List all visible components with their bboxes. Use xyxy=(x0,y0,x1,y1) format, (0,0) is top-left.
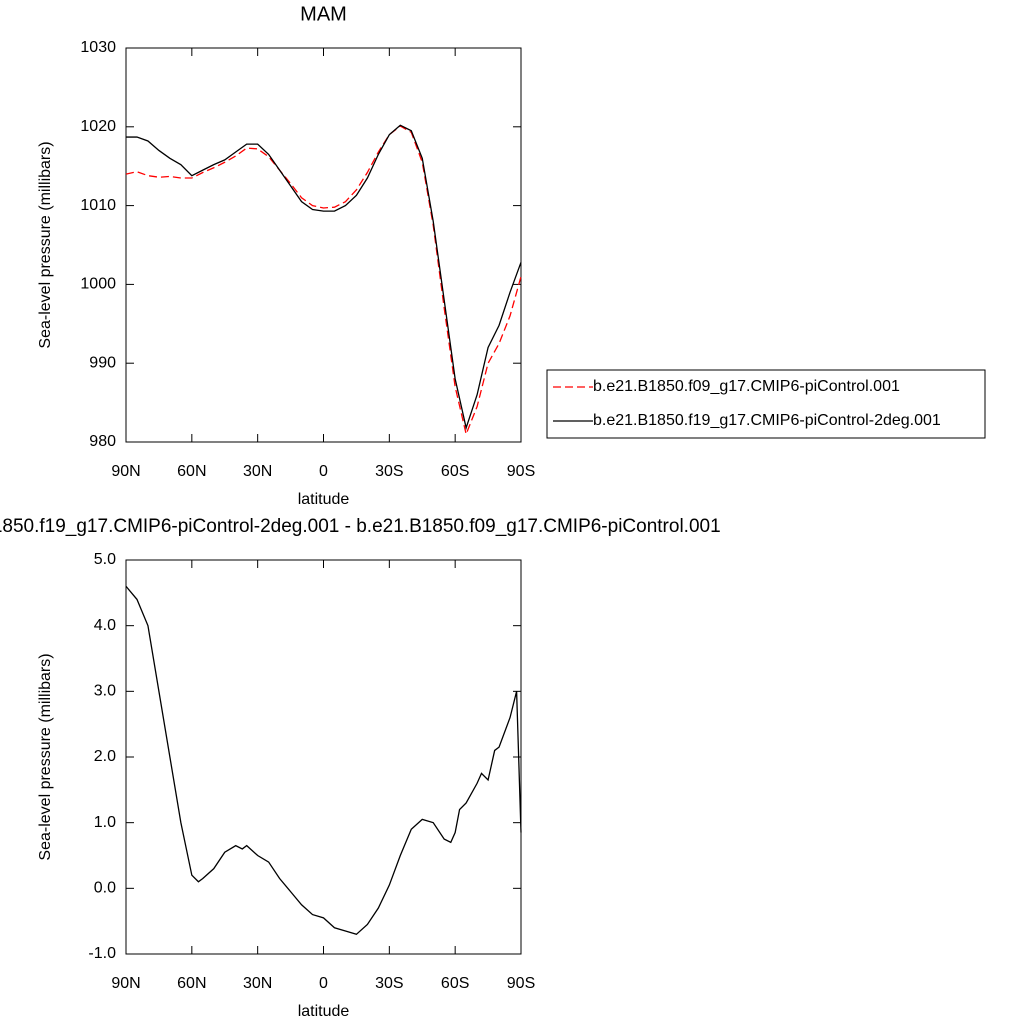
x-tick-label: 90S xyxy=(507,463,535,480)
x-tick-label: 60S xyxy=(441,463,469,480)
y-tick-label: 5.0 xyxy=(94,551,116,568)
y-tick-label: 1020 xyxy=(80,118,116,135)
data-line xyxy=(125,585,522,936)
chart-title: MAM xyxy=(300,3,347,25)
x-tick-label: 60N xyxy=(177,975,206,992)
y-tick-label: 3.0 xyxy=(94,683,116,700)
x-tick-label: 90N xyxy=(111,463,140,480)
x-tick-label: 30N xyxy=(243,975,272,992)
legend-label: b.e21.B1850.f09_g17.CMIP6-piControl.001 xyxy=(593,378,900,395)
data-line xyxy=(126,124,522,431)
x-tick-label: 30S xyxy=(375,463,403,480)
x-axis-label: latitude xyxy=(298,491,350,508)
y-tick-label: 4.0 xyxy=(94,617,116,634)
x-tick-label: 60S xyxy=(441,975,469,992)
y-axis-label: Sea-level pressure (millibars) xyxy=(37,653,54,860)
y-tick-label: 1010 xyxy=(80,197,116,214)
y-tick-label: -1.0 xyxy=(88,945,116,962)
y-tick-label: 0.0 xyxy=(94,880,116,897)
x-axis-label: latitude xyxy=(298,1003,350,1020)
y-tick-label: 1030 xyxy=(80,39,116,56)
x-tick-label: 30S xyxy=(375,975,403,992)
plot-frame xyxy=(125,559,522,955)
x-tick-label: 90N xyxy=(111,975,140,992)
y-tick-label: 1000 xyxy=(80,276,116,293)
x-tick-label: 0 xyxy=(319,975,328,992)
y-axis-label: Sea-level pressure (millibars) xyxy=(37,141,54,348)
data-line xyxy=(125,125,522,437)
legend-label: b.e21.B1850.f19_g17.CMIP6-piControl-2deg… xyxy=(593,412,941,429)
x-tick-label: 90S xyxy=(507,975,535,992)
chart-title: b.e21.B1850.f19_g17.CMIP6-piControl-2deg… xyxy=(0,516,721,537)
plot-frame xyxy=(125,47,522,443)
y-tick-label: 990 xyxy=(89,354,116,371)
legend-box xyxy=(546,369,986,439)
y-tick-label: 1.0 xyxy=(94,814,116,831)
x-tick-label: 0 xyxy=(319,463,328,480)
x-tick-label: 60N xyxy=(177,463,206,480)
y-tick-label: 2.0 xyxy=(94,748,116,765)
y-tick-label: 980 xyxy=(89,433,116,450)
x-tick-label: 30N xyxy=(243,463,272,480)
